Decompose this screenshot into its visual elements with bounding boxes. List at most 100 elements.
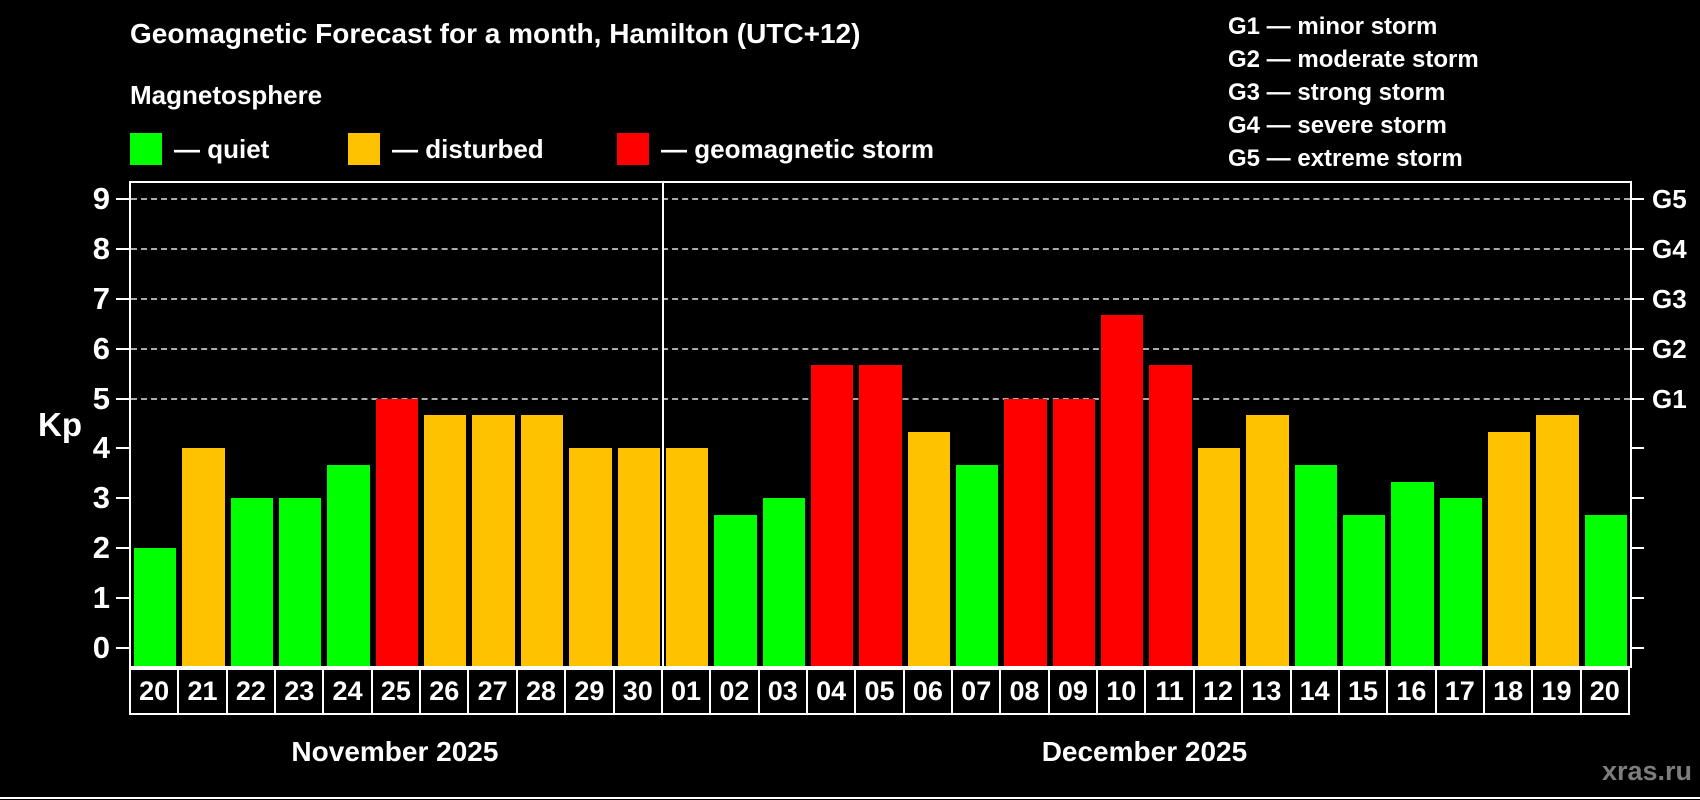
- bar-29-day-18: [1487, 431, 1531, 666]
- storm-scale-g5: G5 — extreme storm: [1228, 145, 1463, 172]
- storm-scale-legend: G1 — minor storm G2 — moderate storm G3 …: [1228, 10, 1479, 175]
- day-label-1-20: 20: [129, 668, 180, 715]
- bar-24-day-13: [1246, 415, 1289, 666]
- bar-15-day-04: [810, 365, 854, 666]
- day-label-28-17: 17: [1434, 668, 1485, 715]
- chart-title: Geomagnetic Forecast for a month, Hamilt…: [130, 18, 861, 49]
- bar-18-day-07: [956, 464, 999, 666]
- month-label-december: December 2025: [1041, 736, 1248, 767]
- bar-25-day-14: [1294, 464, 1337, 666]
- gridline-kp-8: [131, 247, 1630, 250]
- legend-item-storm: — geomagnetic storm: [617, 133, 934, 165]
- day-label-2-21: 21: [177, 668, 228, 715]
- day-label-26-15: 15: [1337, 668, 1389, 715]
- storm-scale-g1: G1 — minor storm: [1228, 13, 1438, 40]
- month-separator-line: [661, 183, 664, 666]
- kp-tick-left-3: [116, 497, 129, 500]
- kp-tick-label-5: 5: [92, 380, 110, 416]
- day-label-10-29: 29: [564, 668, 615, 715]
- kp-tick-right-8: [1631, 247, 1644, 250]
- bar-4-day-23: [279, 498, 322, 666]
- bar-7-day-26: [424, 415, 467, 666]
- legend-item-disturbed: — disturbed: [348, 133, 544, 165]
- watermark: xras.ru: [1601, 756, 1692, 786]
- bar-31-day-20: [1584, 514, 1627, 666]
- kp-tick-left-5: [116, 397, 129, 400]
- quiet-swatch-icon: [130, 133, 162, 165]
- bar-20-day-09: [1052, 398, 1096, 666]
- bar-13-day-02: [714, 514, 757, 666]
- g-level-label-g4: G4: [1652, 233, 1687, 264]
- kp-tick-left-9: [116, 197, 129, 200]
- storm-scale-g4: G4 — severe storm: [1228, 112, 1447, 139]
- bar-10-day-29: [569, 448, 612, 666]
- storm-swatch-icon: [617, 133, 649, 165]
- day-label-21-10: 10: [1096, 668, 1147, 715]
- kp-tick-left-7: [116, 297, 129, 300]
- kp-tick-left-2: [116, 547, 129, 550]
- g-level-label-g1: G1: [1652, 383, 1687, 414]
- bar-11-day-30: [617, 448, 660, 666]
- kp-tick-right-5: [1631, 397, 1644, 400]
- disturbed-label: — disturbed: [392, 133, 544, 164]
- day-label-23-12: 12: [1192, 668, 1244, 715]
- kp-tick-label-3: 3: [92, 480, 110, 516]
- kp-tick-label-4: 4: [92, 430, 110, 466]
- plot-area: [129, 181, 1632, 668]
- day-label-19-08: 08: [999, 668, 1050, 715]
- bar-21-day-10: [1101, 315, 1144, 666]
- day-label-30-19: 19: [1531, 668, 1582, 715]
- bar-28-day-17: [1439, 498, 1482, 666]
- bar-14-day-03: [762, 498, 805, 666]
- day-label-7-26: 26: [419, 668, 470, 715]
- bar-17-day-06: [907, 431, 951, 666]
- month-label-november: November 2025: [291, 736, 499, 767]
- kp-tick-left-8: [116, 247, 129, 250]
- day-label-14-03: 03: [757, 668, 808, 715]
- day-label-15-04: 04: [805, 668, 857, 715]
- day-label-18-07: 07: [951, 668, 1002, 715]
- day-label-4-23: 23: [274, 668, 325, 715]
- kp-tick-label-0: 0: [92, 630, 110, 665]
- kp-tick-left-1: [116, 597, 129, 600]
- bottom-border-line: [0, 797, 1700, 799]
- g-level-label-g3: G3: [1652, 283, 1687, 314]
- day-label-20-09: 09: [1047, 668, 1099, 715]
- day-label-12-01: 01: [660, 668, 712, 715]
- quiet-label: — quiet: [174, 133, 270, 164]
- day-label-16-05: 05: [854, 668, 905, 715]
- bar-19-day-08: [1004, 398, 1047, 666]
- day-label-8-27: 27: [467, 668, 518, 715]
- kp-tick-label-1: 1: [92, 580, 110, 616]
- kp-tick-left-6: [116, 347, 129, 350]
- day-label-22-11: 11: [1144, 668, 1195, 715]
- day-label-31-20: 20: [1579, 668, 1630, 715]
- kp-tick-right-1: [1631, 597, 1644, 600]
- day-label-5-24: 24: [322, 668, 373, 715]
- bar-16-day-05: [859, 365, 902, 666]
- day-label-13-02: 02: [709, 668, 760, 715]
- day-label-11-30: 30: [612, 668, 663, 715]
- kp-tick-right-6: [1631, 347, 1644, 350]
- g-level-label-g5: G5: [1652, 183, 1687, 214]
- bar-2-day-21: [182, 448, 225, 666]
- day-label-27-16: 16: [1386, 668, 1437, 715]
- bar-9-day-28: [520, 415, 564, 666]
- gridline-kp-9: [131, 198, 1630, 200]
- bar-22-day-11: [1149, 365, 1192, 666]
- day-axis: 20 21 22 23 24 25 26 27 28 29 30 01 02 03 04 05 06 07 08 09…: [129, 668, 1632, 715]
- kp-tick-right-7: [1631, 297, 1644, 300]
- g-level-label-g2: G2: [1652, 333, 1687, 364]
- bar-26-day-15: [1342, 514, 1386, 666]
- day-label-6-25: 25: [370, 668, 422, 715]
- kp-tick-label-6: 6: [92, 330, 110, 366]
- storm-scale-g2: G2 — moderate storm: [1228, 46, 1479, 73]
- magnetosphere-label: Magnetosphere: [130, 80, 323, 110]
- bar-8-day-27: [472, 415, 515, 666]
- kp-tick-label-7: 7: [92, 280, 110, 316]
- storm-scale-g3: G3 — strong storm: [1228, 79, 1446, 106]
- bar-23-day-12: [1197, 448, 1241, 666]
- day-label-25-14: 14: [1289, 668, 1340, 715]
- gridline-kp-7: [131, 297, 1630, 300]
- kp-tick-right-0: [1631, 647, 1644, 649]
